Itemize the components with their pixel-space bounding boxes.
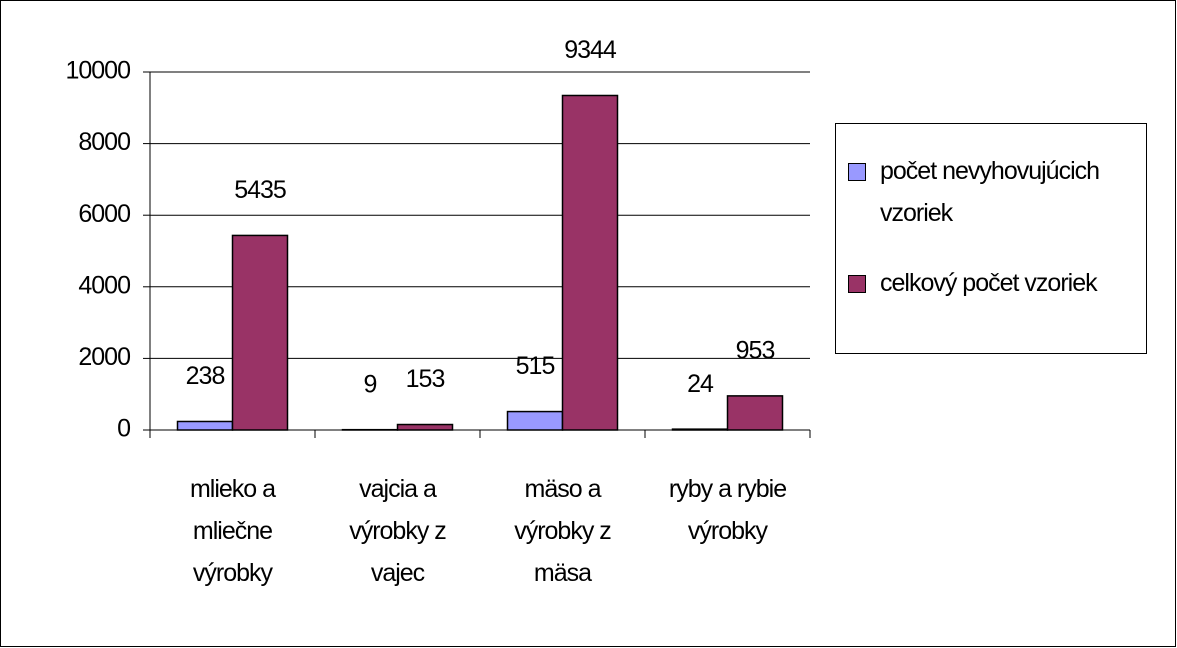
legend-swatch	[848, 275, 866, 293]
x-tick-label: vajcia a výrobky z vajec	[349, 475, 447, 587]
bar	[176, 420, 234, 431]
data-label: 5435	[234, 176, 286, 204]
bar	[396, 423, 454, 431]
data-label: 515	[516, 352, 555, 380]
data-label: 953	[736, 336, 775, 364]
bar	[506, 410, 564, 431]
y-tick-label: 6000	[78, 200, 130, 228]
legend-entry: počet nevyhovujúcich vzoriek	[848, 150, 1143, 234]
bar	[726, 395, 784, 431]
x-tick-label: mäso a výrobky z mäsa	[514, 475, 612, 587]
y-tick-label: 0	[117, 415, 130, 443]
y-tick-label: 2000	[78, 343, 130, 371]
bar	[561, 94, 619, 431]
legend-entry: celkový počet vzoriek	[848, 262, 1143, 304]
data-label: 9344	[564, 36, 617, 64]
legend-swatch	[848, 163, 866, 181]
x-tick-label: ryby a rybie výrobky	[668, 475, 787, 545]
bar	[231, 234, 289, 431]
legend-label: počet nevyhovujúcich vzoriek	[880, 157, 1100, 227]
data-label: 238	[186, 362, 225, 390]
y-tick-label: 10000	[65, 57, 130, 85]
data-label: 153	[406, 365, 445, 393]
data-label: 24	[687, 370, 714, 398]
legend-label: celkový počet vzoriek	[880, 269, 1098, 297]
legend: počet nevyhovujúcich vzoriek celkový poče…	[835, 123, 1147, 354]
data-label: 9	[364, 370, 377, 398]
y-tick-label: 4000	[78, 271, 130, 299]
bar	[671, 428, 729, 431]
y-tick-label: 8000	[78, 128, 130, 156]
x-tick-label: mlieko a mliečne výrobky	[189, 475, 276, 587]
